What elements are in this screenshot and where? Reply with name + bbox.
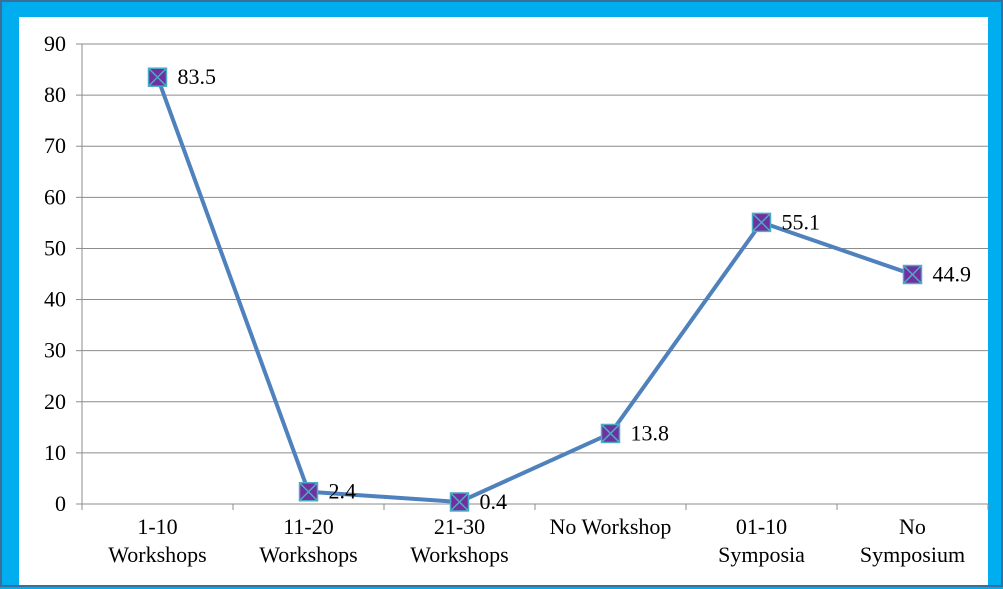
data-point-marker [298,481,319,502]
x-tick-label-line: Symposia [718,542,805,567]
y-tick-label: 0 [55,491,66,516]
y-tick-label: 80 [44,82,66,107]
x-tick-label-line: Workshops [108,542,206,567]
plot-area [19,17,988,585]
y-tick-label: 90 [44,31,66,56]
axes [76,43,989,510]
x-tick-label-line: 01-10 [736,514,787,539]
data-label: 55.1 [782,209,821,234]
x-tick-label: 01-10 Symposia [718,514,805,567]
data-point-marker [147,67,168,87]
x-tick-label-line: 21-30 [434,514,485,539]
data-point-marker [600,423,621,444]
x-tick-label: No Symposium [860,514,965,567]
x-tick-label-line: Symposium [860,542,965,567]
y-tick-label: 40 [44,287,66,312]
y-tick-label: 70 [44,133,66,158]
x-tick-label-line: 11-20 [283,514,334,539]
y-tick-label: 10 [44,440,66,465]
x-tick-label-line: No Workshop [550,514,672,539]
x-tick-label: 21-30 Workshops [410,514,508,567]
data-label: 83.5 [178,64,217,89]
data-point-marker [751,212,772,233]
gridlines [82,43,988,454]
data-label: 13.8 [631,420,670,445]
data-label: 2.4 [329,479,357,504]
data-point-marker [902,264,923,285]
y-tick-label: 30 [44,338,66,363]
x-tick-label-line: Workshops [410,542,508,567]
series-markers [147,67,923,512]
x-tick-label-line: No [899,514,926,539]
data-label: 44.9 [933,262,972,287]
y-tick-label: 50 [44,235,66,260]
y-tick-label: 20 [44,389,66,414]
y-tick-label: 60 [44,184,66,209]
data-label: 0.4 [480,489,508,514]
x-axis-ticks: 1-10 Workshops 11-20 Workshops 21-30 Workshop… [108,514,965,567]
x-tick-label: 11-20 Workshops [259,514,357,567]
series-line-path [155,76,914,504]
x-tick-label: 1-10 Workshops [108,514,206,567]
x-tick-label: No Workshop [550,514,672,539]
series-line [155,76,914,504]
data-point-marker [449,492,470,512]
y-axis-ticks: 0 10 20 30 40 50 60 70 80 90 [44,31,66,516]
data-labels: 83.5 2.4 0.4 13.8 55.1 44.9 [178,64,972,514]
x-tick-label-line: Workshops [259,542,357,567]
x-tick-label-line: 1-10 [137,514,177,539]
